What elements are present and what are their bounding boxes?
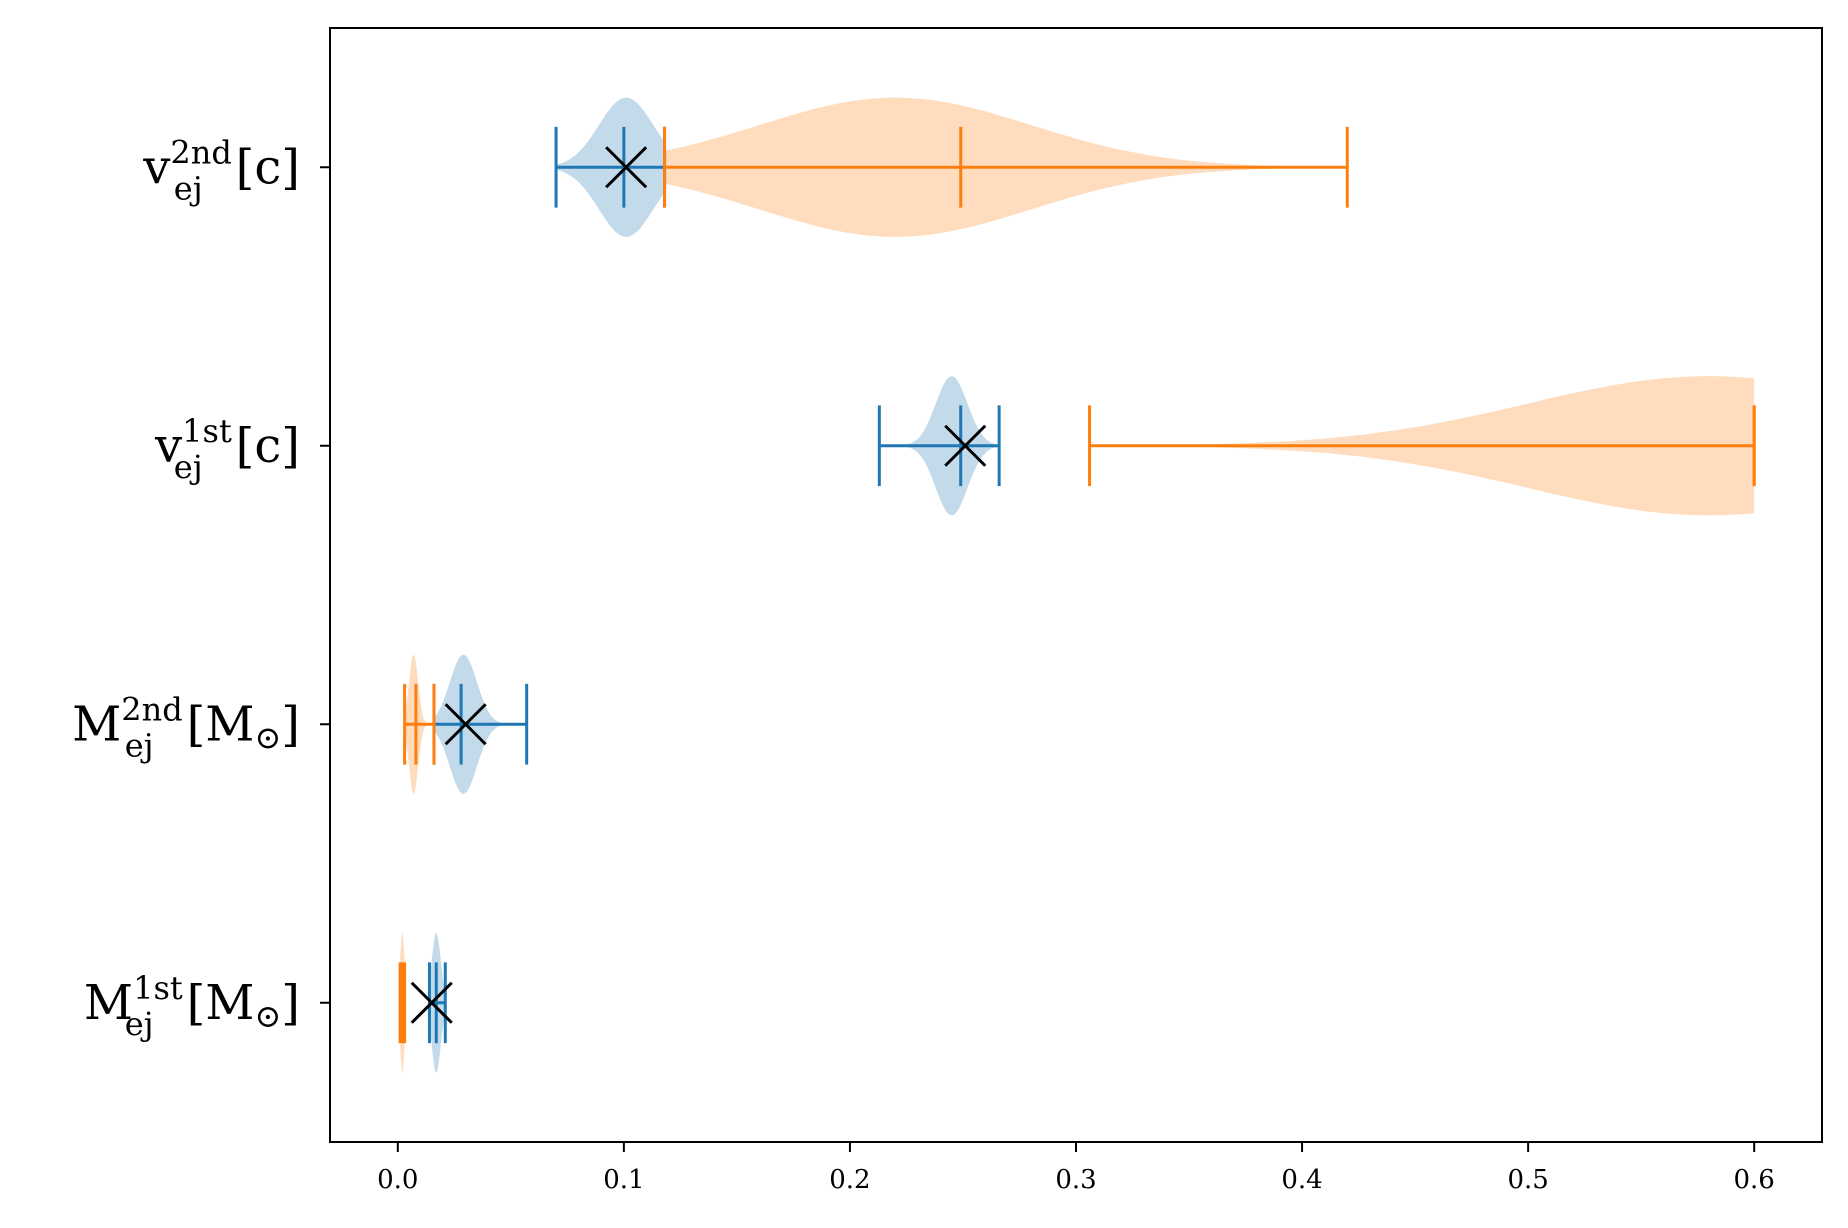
x-marker-stroke: [944, 424, 987, 467]
x-axis: 0.0 0.1 0.2 0.3 0.4 0.5 0.6: [377, 1142, 1775, 1195]
x-marker: [410, 981, 453, 1024]
x-marker-stroke: [410, 981, 453, 1024]
x-tick-label: 0.6: [1734, 1165, 1775, 1195]
x-tick-label: 0.2: [829, 1165, 870, 1195]
y-tick-label: v1st ej [c]: [154, 412, 300, 486]
x-marker-stroke: [605, 146, 648, 189]
y-tick-label: M2nd ej [M⊙]: [72, 690, 300, 764]
x-tick-label: 0.4: [1281, 1165, 1322, 1195]
marker-layer: [410, 146, 987, 1024]
x-tick-label: 0.5: [1507, 1165, 1548, 1195]
x-marker: [944, 424, 987, 467]
y-tick-label: M1st ej [M⊙]: [84, 969, 300, 1043]
x-marker: [444, 703, 487, 746]
y-axis: M1st ej [M⊙] M2nd ej [M⊙] v1st ej [c] v2nd ej [c]: [72, 133, 330, 1043]
x-tick-label: 0.3: [1055, 1165, 1096, 1195]
y-tick-label: v2nd ej [c]: [142, 133, 300, 207]
x-marker-stroke: [444, 703, 487, 746]
x-tick-label: 0.0: [377, 1165, 418, 1195]
x-marker: [605, 146, 648, 189]
x-tick-label: 0.1: [603, 1165, 644, 1195]
